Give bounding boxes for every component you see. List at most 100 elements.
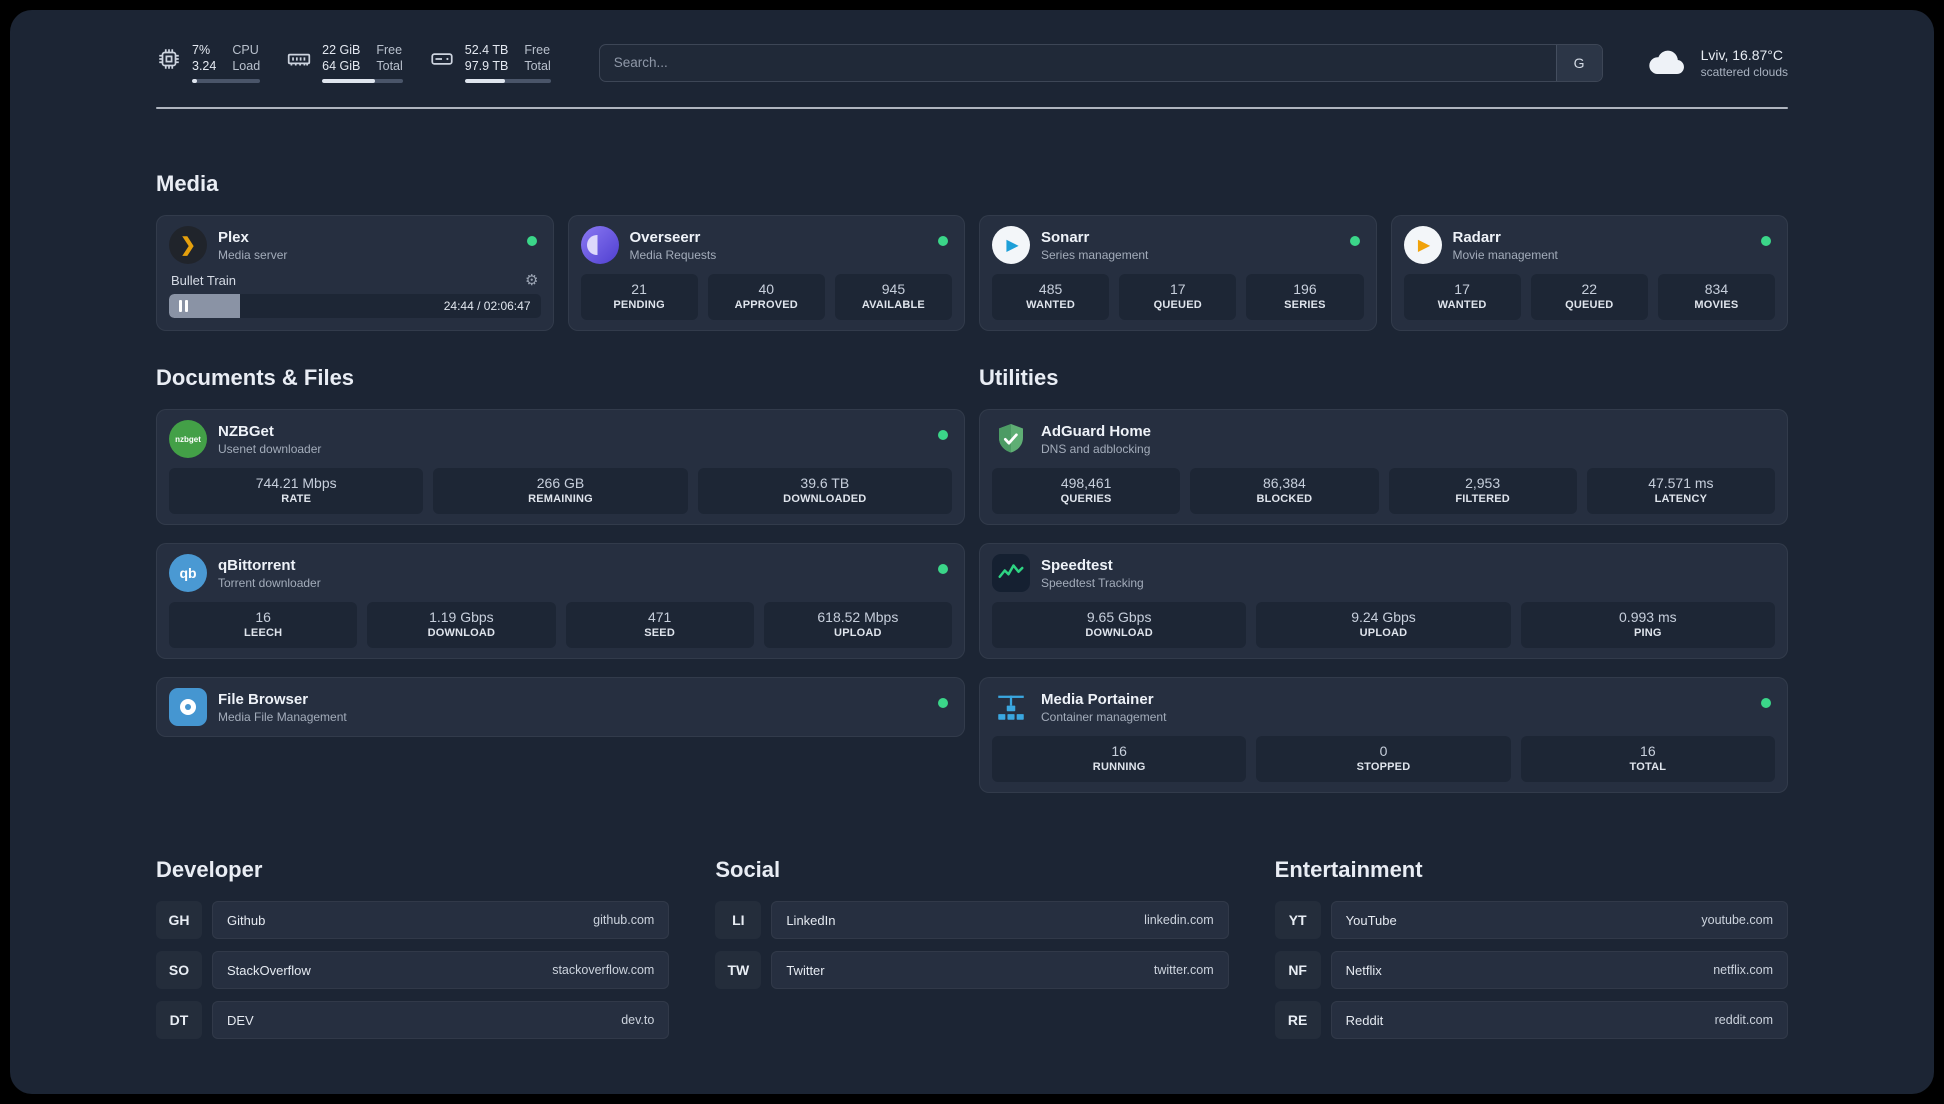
memory-progress-bar (322, 79, 403, 83)
top-bar: 7% 3.24 CPU Load (156, 10, 1788, 83)
disk-progress-bar (464, 79, 551, 83)
overseerr-icon (580, 226, 619, 264)
bookmark-abbr[interactable]: SO (156, 951, 202, 989)
service-name: Radarr (1452, 228, 1501, 246)
bookmark-label: Netflix (1345, 962, 1382, 978)
search-bar: G (598, 43, 1603, 82)
bookmark-group-developer: Developer GH Github github.com SO StackO… (156, 857, 670, 1051)
qbittorrent-icon: qb (169, 554, 207, 592)
service-subtitle: Movie management (1452, 247, 1558, 262)
bookmark-url: stackoverflow.com (552, 963, 655, 977)
service-card-speedtest[interactable]: Speedtest Speedtest Tracking 9.65 Gbps D… (979, 543, 1788, 659)
bookmark-abbr[interactable]: LI (715, 901, 762, 939)
bookmark-label: Twitter (786, 962, 825, 978)
weather-widget: Lviv, 16.87°C scattered clouds (1645, 46, 1788, 80)
memory-total-value: 64 GiB (322, 59, 361, 73)
playback-progress-bar[interactable]: 24:44 / 02:06:47 (169, 294, 541, 318)
stat-approved: 40 APPROVED (707, 274, 825, 320)
memory-ram-icon (286, 46, 312, 72)
cpu-percent: 7% (192, 43, 211, 57)
section-title-entertainment: Entertainment (1274, 857, 1423, 882)
bookmark-reddit[interactable]: RE Reddit reddit.com (1274, 1001, 1788, 1039)
service-card-filebrowser[interactable]: File Browser Media File Management (156, 677, 965, 737)
portainer-crane-icon (992, 688, 1030, 726)
playback-time: 24:44 / 02:06:47 (443, 299, 531, 313)
service-name: Sonarr (1041, 228, 1090, 246)
bookmark-url: youtube.com (1701, 913, 1773, 927)
status-dot (938, 236, 948, 246)
bookmark-group-entertainment: Entertainment YT YouTube youtube.com NF … (1274, 857, 1788, 1051)
bookmark-abbr[interactable]: GH (156, 901, 202, 939)
status-dot (938, 698, 948, 708)
stat-queries: 498,461 QUERIES (992, 468, 1181, 514)
bookmark-label: YouTube (1345, 912, 1397, 928)
stat-blocked: 86,384 BLOCKED (1190, 468, 1379, 514)
stat-seed: 471 SEED (565, 602, 754, 648)
speedtest-graph-icon (992, 554, 1030, 592)
service-card-adguard[interactable]: AdGuard Home DNS and adblocking 498,461 … (979, 409, 1788, 525)
disk-free-value: 52.4 TB (464, 43, 509, 57)
bookmark-github[interactable]: GH Github github.com (156, 901, 670, 939)
stat-movies: 834 MOVIES (1657, 274, 1776, 320)
section-title-social: Social (715, 857, 781, 882)
weather-location: Lviv, 16.87°C (1700, 46, 1783, 63)
service-subtitle: Container management (1041, 709, 1167, 724)
settings-gear-icon[interactable]: ⚙ (525, 272, 539, 289)
plex-now-playing: Bullet Train ⚙ 24:44 / 02:06:47 (169, 271, 541, 318)
bookmark-url: linkedin.com (1144, 913, 1214, 927)
documents-column: Documents & Files nzbget NZBGet Usenet d… (156, 365, 965, 793)
bookmark-url: dev.to (621, 1013, 655, 1027)
bookmark-label: Github (227, 912, 266, 928)
service-card-qbittorrent[interactable]: qb qBittorrent Torrent downloader 16 LEE… (156, 543, 965, 659)
bookmark-linkedin[interactable]: LI LinkedIn linkedin.com (715, 901, 1229, 939)
search-provider-button[interactable]: G (1555, 44, 1602, 81)
bookmark-abbr[interactable]: NF (1274, 951, 1321, 989)
status-dot (526, 236, 537, 246)
service-card-plex[interactable]: ❯ Plex Media server Bullet Train ⚙ (156, 215, 554, 331)
plex-icon: ❯ (169, 226, 207, 264)
bookmark-stackoverflow[interactable]: SO StackOverflow stackoverflow.com (156, 951, 670, 989)
stat-rate: 744.21 Mbps RATE (169, 468, 424, 514)
bookmark-youtube[interactable]: YT YouTube youtube.com (1274, 901, 1788, 939)
service-name: NZBGet (218, 422, 274, 440)
service-card-radarr[interactable]: ▶ Radarr Movie management 17 WANTED 22 Q… (1390, 215, 1788, 331)
stat-filtered: 2,953 FILTERED (1388, 468, 1577, 514)
bookmark-abbr[interactable]: DT (156, 1001, 202, 1039)
bookmark-label: DEV (227, 1012, 254, 1028)
service-card-portainer[interactable]: Media Portainer Container management 16 … (979, 677, 1788, 793)
bookmark-dev[interactable]: DT DEV dev.to (156, 1001, 670, 1039)
bookmark-abbr[interactable]: TW (715, 951, 762, 989)
service-subtitle: DNS and adblocking (1041, 441, 1151, 456)
bookmark-abbr[interactable]: YT (1274, 901, 1321, 939)
track-title: Bullet Train (171, 272, 237, 288)
service-subtitle: Media server (218, 247, 288, 262)
utilities-column: Utilities (979, 365, 1788, 793)
stat-total: 16 TOTAL (1520, 736, 1775, 782)
service-name: Speedtest (1041, 556, 1113, 574)
service-name: Plex (218, 228, 249, 246)
section-title-developer: Developer (156, 857, 263, 882)
pause-button[interactable] (179, 300, 188, 312)
service-card-overseerr[interactable]: Overseerr Media Requests 21 PENDING 40 A… (567, 215, 965, 331)
stat-wanted: 485 WANTED (992, 274, 1110, 320)
cpu-progress-bar (192, 79, 261, 83)
service-name: Overseerr (629, 228, 701, 246)
stat-available: 945 AVAILABLE (834, 274, 953, 320)
bookmark-twitter[interactable]: TW Twitter twitter.com (715, 951, 1229, 989)
service-name: qBittorrent (218, 556, 296, 574)
disk-drive-icon (429, 46, 455, 72)
stat-download: 9.65 Gbps DOWNLOAD (992, 602, 1247, 648)
stat-pending: 21 PENDING (580, 274, 698, 320)
service-card-sonarr[interactable]: ▶ Sonarr Series management 485 WANTED 17… (979, 215, 1377, 331)
dashboard: 7% 3.24 CPU Load (10, 10, 1934, 1094)
memory-total-label: Total (376, 59, 403, 73)
disk-total-label: Total (524, 59, 551, 73)
service-card-nzbget[interactable]: nzbget NZBGet Usenet downloader 744.21 M… (156, 409, 965, 525)
section-title-utilities: Utilities (979, 365, 1059, 390)
search-input[interactable] (599, 44, 1556, 81)
stat-stopped: 0 STOPPED (1256, 736, 1511, 782)
bookmark-abbr[interactable]: RE (1274, 1001, 1321, 1039)
disk-total-value: 97.9 TB (464, 59, 509, 73)
bookmark-netflix[interactable]: NF Netflix netflix.com (1274, 951, 1788, 989)
service-name: File Browser (218, 690, 309, 708)
